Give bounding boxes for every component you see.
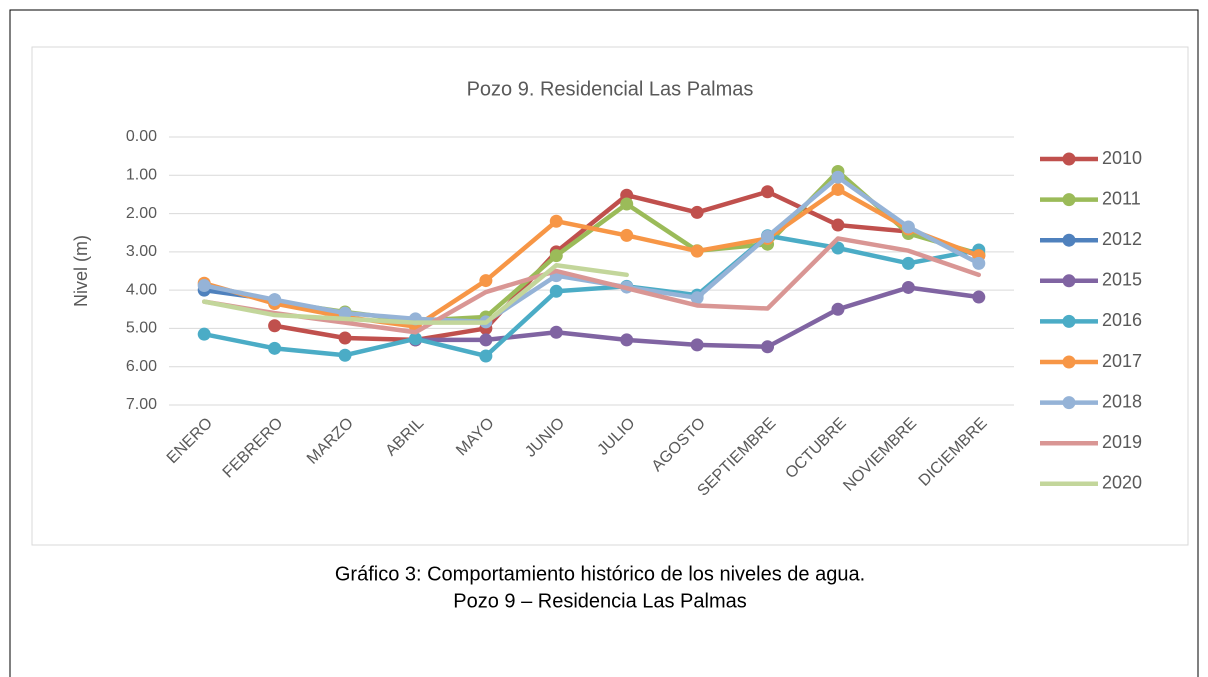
- legend-label: 2012: [1102, 229, 1142, 249]
- point-marker: [690, 244, 704, 258]
- legend-marker: [1062, 274, 1076, 288]
- point-marker: [408, 332, 422, 346]
- point-marker: [197, 327, 211, 341]
- point-marker: [831, 218, 845, 232]
- point-marker: [972, 256, 986, 270]
- document-frame: [9, 9, 1199, 677]
- y-tick-label: 2.00: [126, 205, 157, 222]
- point-marker: [690, 338, 704, 352]
- y-tick-label: 7.00: [126, 396, 157, 413]
- point-marker: [549, 284, 563, 298]
- point-marker: [620, 197, 634, 211]
- legend-label: 2020: [1102, 473, 1142, 493]
- point-marker: [549, 325, 563, 339]
- caption-line: Pozo 9 – Residencia Las Palmas: [453, 590, 747, 612]
- series-line: [201, 233, 982, 359]
- legend-label: 2011: [1102, 188, 1141, 208]
- y-tick-label: 0.00: [126, 128, 157, 145]
- legend-label: 2010: [1102, 148, 1142, 168]
- point-marker: [690, 291, 704, 305]
- point-marker: [268, 293, 282, 307]
- chart-title: Pozo 9. Residencial Las Palmas: [467, 78, 754, 100]
- point-marker: [549, 214, 563, 228]
- point-marker: [761, 340, 775, 354]
- point-marker: [268, 341, 282, 355]
- legend-marker: [1062, 314, 1076, 328]
- legend-label: 2016: [1102, 310, 1142, 330]
- chart-frame: [31, 46, 1189, 546]
- point-marker: [901, 220, 915, 234]
- y-tick-label: 3.00: [126, 243, 157, 260]
- point-marker: [338, 331, 352, 345]
- point-marker: [479, 274, 493, 288]
- point-marker: [338, 306, 352, 320]
- y-axis-label: Nivel (m): [71, 235, 91, 307]
- legend-marker: [1062, 193, 1076, 207]
- series-line: [201, 236, 982, 335]
- legend-marker: [1062, 396, 1076, 410]
- y-tick-label: 6.00: [126, 358, 157, 375]
- point-marker: [831, 170, 845, 184]
- point-marker: [338, 348, 352, 362]
- caption-line: Gráfico 3: Comportamiento histórico de l…: [335, 563, 865, 585]
- point-marker: [972, 290, 986, 304]
- point-marker: [620, 333, 634, 347]
- point-marker: [620, 228, 634, 242]
- point-marker: [901, 256, 915, 270]
- point-marker: [268, 319, 282, 333]
- point-marker: [761, 230, 775, 244]
- legend-marker: [1062, 355, 1076, 369]
- legend-label: 2018: [1102, 391, 1142, 411]
- point-marker: [479, 349, 493, 363]
- point-marker: [761, 185, 775, 199]
- point-marker: [549, 249, 563, 263]
- point-marker: [831, 302, 845, 316]
- legend-label: 2017: [1102, 351, 1142, 371]
- series-line: [201, 263, 629, 325]
- point-marker: [831, 182, 845, 196]
- point-marker: [197, 279, 211, 293]
- point-marker: [479, 333, 493, 347]
- y-tick-label: 4.00: [126, 281, 157, 298]
- legend-label: 2019: [1102, 432, 1142, 452]
- legend-label: 2015: [1102, 270, 1142, 290]
- series-line: [201, 187, 982, 329]
- y-tick-label: 1.00: [126, 167, 157, 184]
- point-marker: [690, 205, 704, 219]
- point-marker: [901, 280, 915, 294]
- y-tick-label: 5.00: [126, 320, 157, 337]
- legend-marker: [1062, 152, 1076, 166]
- legend-marker: [1062, 233, 1076, 247]
